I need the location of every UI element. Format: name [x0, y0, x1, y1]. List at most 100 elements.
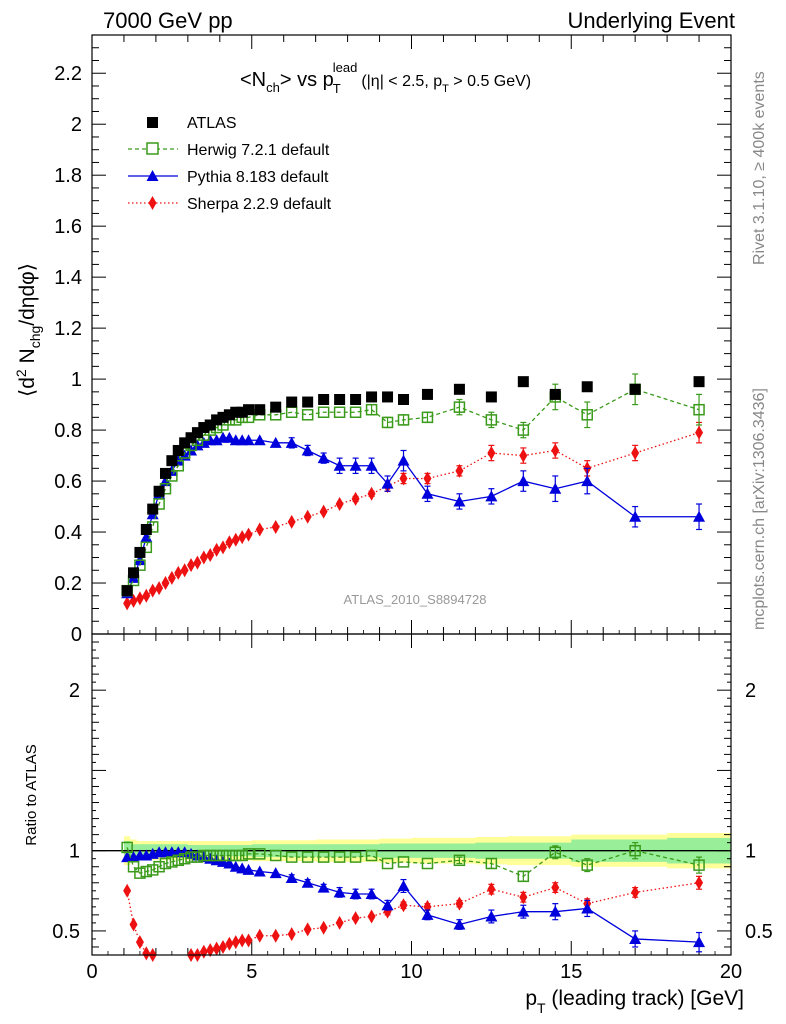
main-pythia-point	[581, 475, 594, 487]
main-atlas-point	[254, 404, 266, 416]
ratio-herwig-point	[185, 851, 197, 863]
ratio-pythia-point	[365, 888, 378, 900]
x-tick-label: 20	[720, 961, 742, 983]
ratio-herwig-point	[140, 865, 153, 878]
legend: ATLAS Herwig 7.2.1 default Pythia 8.183 …	[128, 115, 332, 213]
main-y-tick-label: 0.4	[54, 522, 82, 544]
ratio-sherpa-point	[287, 927, 296, 942]
main-atlas-point	[549, 388, 561, 400]
main-sherpa-point	[244, 527, 253, 542]
ratio-herwig-point	[236, 849, 248, 862]
main-pythia-point	[269, 436, 282, 448]
main-sherpa-point	[231, 532, 240, 547]
main-pythia-point	[242, 434, 255, 446]
main-sherpa-point	[142, 588, 151, 603]
ratio-sherpa-point	[225, 936, 234, 951]
ratio-pythia-point	[333, 886, 346, 898]
ratio-sherpa-point	[218, 939, 227, 954]
ratio-sherpa-point	[238, 933, 247, 948]
main-pythia-point	[693, 510, 706, 522]
ratio-herwig-point	[134, 867, 146, 879]
main-atlas-point	[243, 404, 255, 416]
legend-marker-sherpa	[148, 196, 157, 210]
ratio-herwig-point	[223, 849, 236, 862]
main-atlas-point	[121, 585, 133, 597]
ratio-herwig-point	[421, 857, 434, 870]
main-atlas-point	[198, 422, 210, 434]
main-herwig-point	[517, 424, 530, 436]
main-y-tick-label: 0.8	[54, 420, 82, 442]
ratio-y-tick-label-right: 0.5	[745, 921, 773, 943]
ratio-herwig-point	[146, 864, 159, 876]
main-atlas-point	[153, 485, 165, 497]
ratio-herwig-point	[242, 848, 255, 860]
main-atlas-point	[693, 376, 705, 388]
main-atlas-point	[185, 432, 197, 444]
legend-item-atlas: ATLAS	[147, 115, 237, 132]
ratio-pythia-point	[301, 876, 314, 888]
main-sherpa-point	[335, 497, 344, 512]
main-atlas-point	[204, 419, 216, 431]
main-atlas-point	[270, 401, 282, 413]
ratio-sherpa-point	[199, 944, 208, 959]
main-herwig-point	[333, 406, 346, 418]
main-sherpa-point	[238, 530, 247, 545]
main-atlas-point	[453, 383, 465, 395]
main-pythia-point	[349, 459, 362, 471]
main-pythia-point	[301, 444, 314, 456]
main-atlas-point	[318, 393, 330, 405]
ratio-herwig-point	[191, 851, 204, 863]
ratio-herwig-point	[153, 860, 165, 873]
header-right: Underlying Event	[567, 8, 735, 33]
main-sherpa-point	[225, 535, 234, 550]
ratio-sherpa-point	[399, 898, 408, 913]
ratio-pythia-point	[693, 936, 706, 948]
ratio-herwig-point	[159, 857, 172, 870]
main-sherpa-point	[287, 514, 296, 529]
ratio-herwig-point	[629, 844, 641, 857]
ratio-herwig-point	[381, 857, 394, 870]
main-axes: 0 0.2 0.4 0.6 0.8 1 1.2 1.4 1.6 1.8 2 2.2	[54, 34, 732, 646]
ratio-herwig-point	[172, 854, 185, 867]
x-tick-label: 10	[400, 961, 422, 983]
main-herwig-point	[365, 403, 378, 416]
main-sherpa-point	[631, 446, 640, 461]
ratio-sherpa-point	[551, 880, 560, 895]
ratio-pythia-point	[581, 902, 594, 914]
main-herwig-point	[485, 414, 498, 426]
ratio-herwig-point	[127, 860, 140, 873]
main-pythia-point	[381, 477, 394, 489]
main-sherpa-point	[519, 448, 528, 463]
main-atlas-point	[134, 546, 146, 558]
main-herwig-point	[397, 414, 410, 426]
ratio-pythia-point	[317, 881, 330, 893]
main-pythia-point	[453, 495, 466, 507]
main-sherpa-point	[135, 591, 144, 606]
main-pythia-point	[421, 487, 434, 499]
ratio-sherpa-point	[631, 885, 640, 900]
main-atlas-point	[302, 396, 314, 408]
ratio-sherpa-point	[519, 890, 528, 905]
ratio-pythia-point	[223, 857, 236, 869]
main-sherpa-point	[271, 519, 280, 534]
header-left: 7000 GeV pp	[103, 8, 233, 33]
main-sherpa-point	[155, 581, 164, 596]
ratio-pythia-point	[485, 910, 498, 922]
legend-label-pythia: Pythia 8.183 default	[187, 169, 329, 186]
main-atlas-point	[398, 393, 410, 405]
ratio-herwig-point	[210, 849, 223, 862]
ratio-herwig-point	[285, 851, 298, 863]
main-atlas-point	[166, 455, 178, 467]
ratio-herwig-point	[693, 859, 705, 871]
ratio-sherpa-point	[123, 883, 132, 898]
main-y-tick-label: 1.8	[54, 165, 82, 187]
main-herwig-point	[381, 416, 394, 429]
main-pythia-point	[517, 475, 530, 487]
ratio-sherpa-point	[212, 941, 221, 956]
ratio-herwig-point	[121, 841, 133, 854]
main-atlas-point	[366, 391, 378, 403]
main-herwig-point	[421, 411, 434, 424]
main-pythia-point	[549, 482, 562, 494]
main-y-tick-label: 1.2	[54, 318, 82, 340]
